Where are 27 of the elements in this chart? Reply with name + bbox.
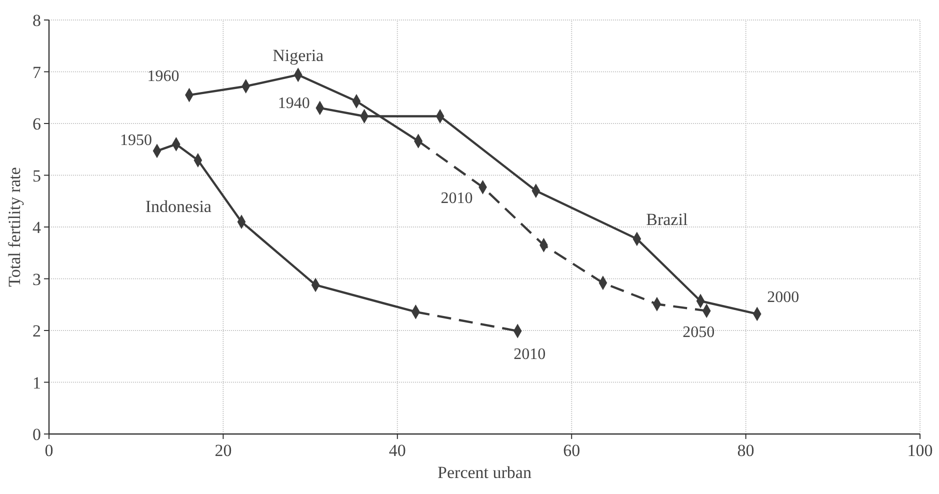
- x-axis-title: Percent urban: [438, 463, 532, 482]
- y-tick-label: 6: [32, 114, 41, 134]
- y-tick-label: 5: [32, 166, 41, 186]
- x-tick-label: 100: [907, 441, 933, 460]
- y-tick-label: 0: [32, 425, 41, 444]
- x-tick-label: 60: [563, 441, 580, 460]
- y-tick-label: 7: [32, 62, 42, 82]
- annotation: 1960: [147, 68, 180, 86]
- annotation: 1950: [120, 132, 152, 149]
- y-tick-label: 1: [32, 373, 41, 392]
- annotation: 1940: [278, 94, 310, 112]
- y-tick-label: 4: [32, 218, 42, 237]
- y-tick-label: 3: [32, 270, 41, 289]
- x-tick-label: 0: [44, 441, 54, 460]
- series-label: Brazil: [646, 210, 688, 229]
- annotation: 2000: [767, 288, 800, 306]
- y-tick-label: 8: [32, 11, 41, 30]
- y-axis-title: Total fertility rate: [5, 167, 24, 287]
- series-label: Indonesia: [145, 196, 212, 216]
- x-tick-label: 20: [214, 441, 232, 460]
- x-tick-label: 80: [737, 441, 754, 460]
- annotation: 2050: [682, 324, 715, 341]
- annotation: 2010: [440, 190, 473, 208]
- series-label: Nigeria: [272, 46, 324, 65]
- y-tick-label: 2: [32, 322, 41, 340]
- x-tick-label: 40: [388, 441, 406, 460]
- annotation: 2010: [514, 346, 546, 364]
